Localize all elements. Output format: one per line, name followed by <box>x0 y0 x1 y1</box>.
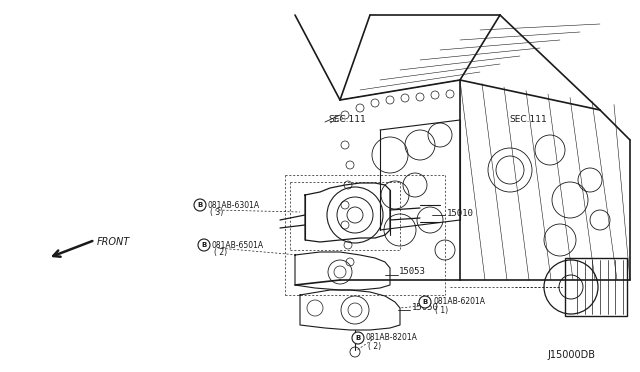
Text: 081AB-8201A: 081AB-8201A <box>366 334 418 343</box>
Text: 15050: 15050 <box>412 304 439 312</box>
Text: B: B <box>422 299 428 305</box>
Text: 15053: 15053 <box>399 267 426 276</box>
Text: ( 1): ( 1) <box>435 305 448 314</box>
Text: ( 3): ( 3) <box>210 208 223 218</box>
Circle shape <box>352 332 364 344</box>
Text: ( 2): ( 2) <box>214 248 227 257</box>
Text: 081AB-6201A: 081AB-6201A <box>433 298 485 307</box>
Text: SEC.111: SEC.111 <box>509 115 547 125</box>
Text: FRONT: FRONT <box>97 237 131 247</box>
Circle shape <box>198 239 210 251</box>
Text: B: B <box>197 202 203 208</box>
Text: 081AB-6501A: 081AB-6501A <box>212 241 264 250</box>
Text: SEC.111: SEC.111 <box>328 115 365 125</box>
Text: J15000DB: J15000DB <box>547 350 595 360</box>
Circle shape <box>419 296 431 308</box>
Bar <box>565 258 627 316</box>
Text: ( 2): ( 2) <box>368 341 381 350</box>
Text: B: B <box>355 335 360 341</box>
Text: B: B <box>202 242 207 248</box>
Text: 081AB-6301A: 081AB-6301A <box>208 201 260 209</box>
Circle shape <box>194 199 206 211</box>
Text: 15010: 15010 <box>447 208 474 218</box>
